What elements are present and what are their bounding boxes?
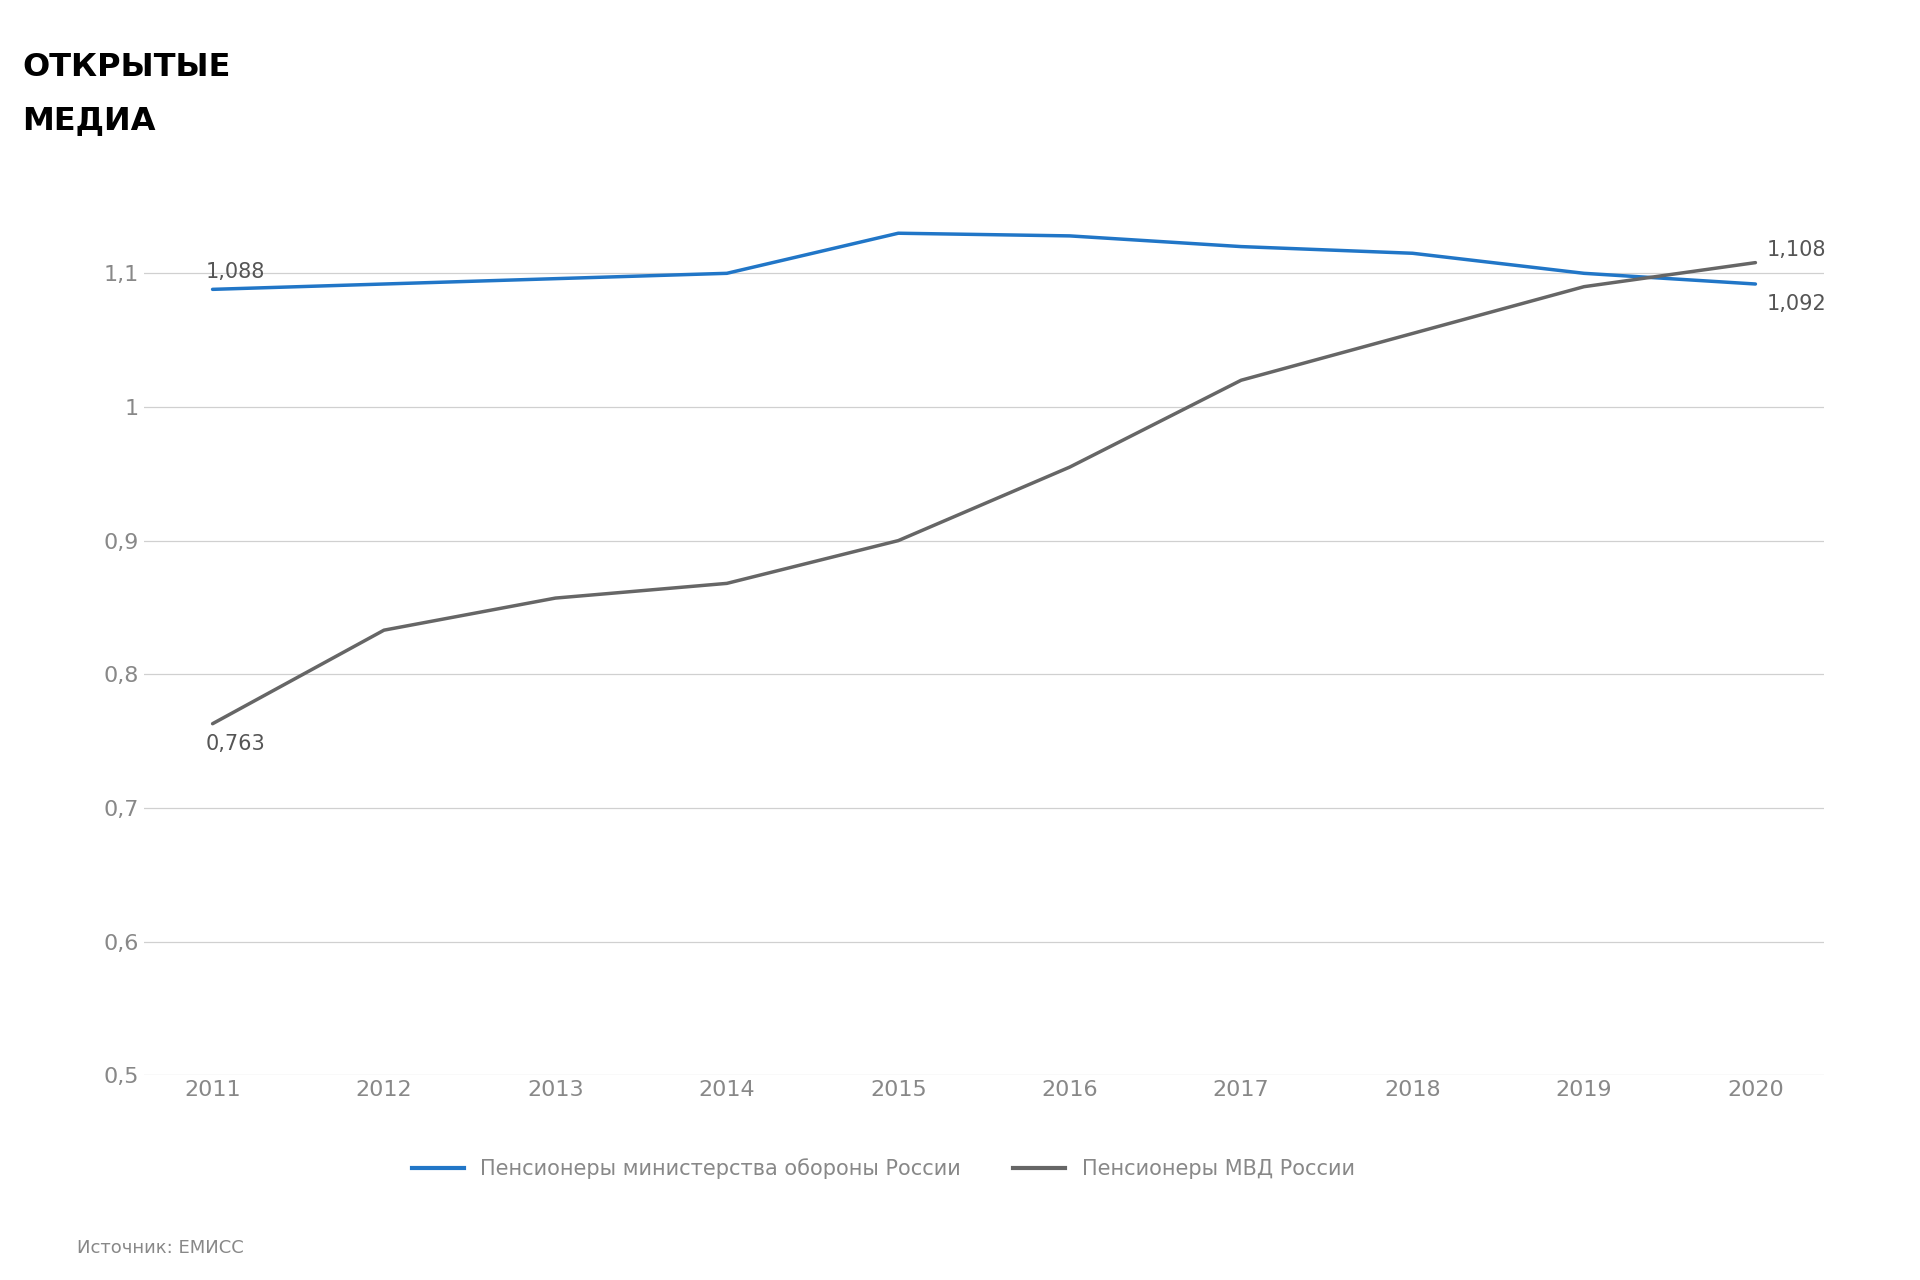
Text: ОТКРЫТЫЕ: ОТКРЫТЫЕ — [23, 52, 230, 83]
Text: 0,763: 0,763 — [205, 735, 265, 754]
Legend: Пенсионеры министерства обороны России, Пенсионеры МВД России: Пенсионеры министерства обороны России, … — [403, 1149, 1363, 1188]
Text: 1,108: 1,108 — [1766, 239, 1826, 260]
Text: МЕДИА: МЕДИА — [23, 105, 156, 137]
Text: МИНИСТЕРСТВЕ ОБОРОНЫ И МВД РОССИИ, МЛН: МИНИСТЕРСТВЕ ОБОРОНЫ И МВД РОССИИ, МЛН — [263, 95, 1041, 123]
Text: 1,092: 1,092 — [1766, 294, 1826, 315]
Text: ЧИСЛО ПЕНСИОНЕРОВ, СТОЯЩИХ НА УЧЁТЕ И ПОЛУЧАЮЩИХ ПЕНСИЮ В: ЧИСЛО ПЕНСИОНЕРОВ, СТОЯЩИХ НА УЧЁТЕ И ПО… — [263, 37, 1446, 69]
Text: Источник: ЕМИСС: Источник: ЕМИСС — [77, 1239, 244, 1257]
Text: 1,088: 1,088 — [205, 262, 265, 283]
